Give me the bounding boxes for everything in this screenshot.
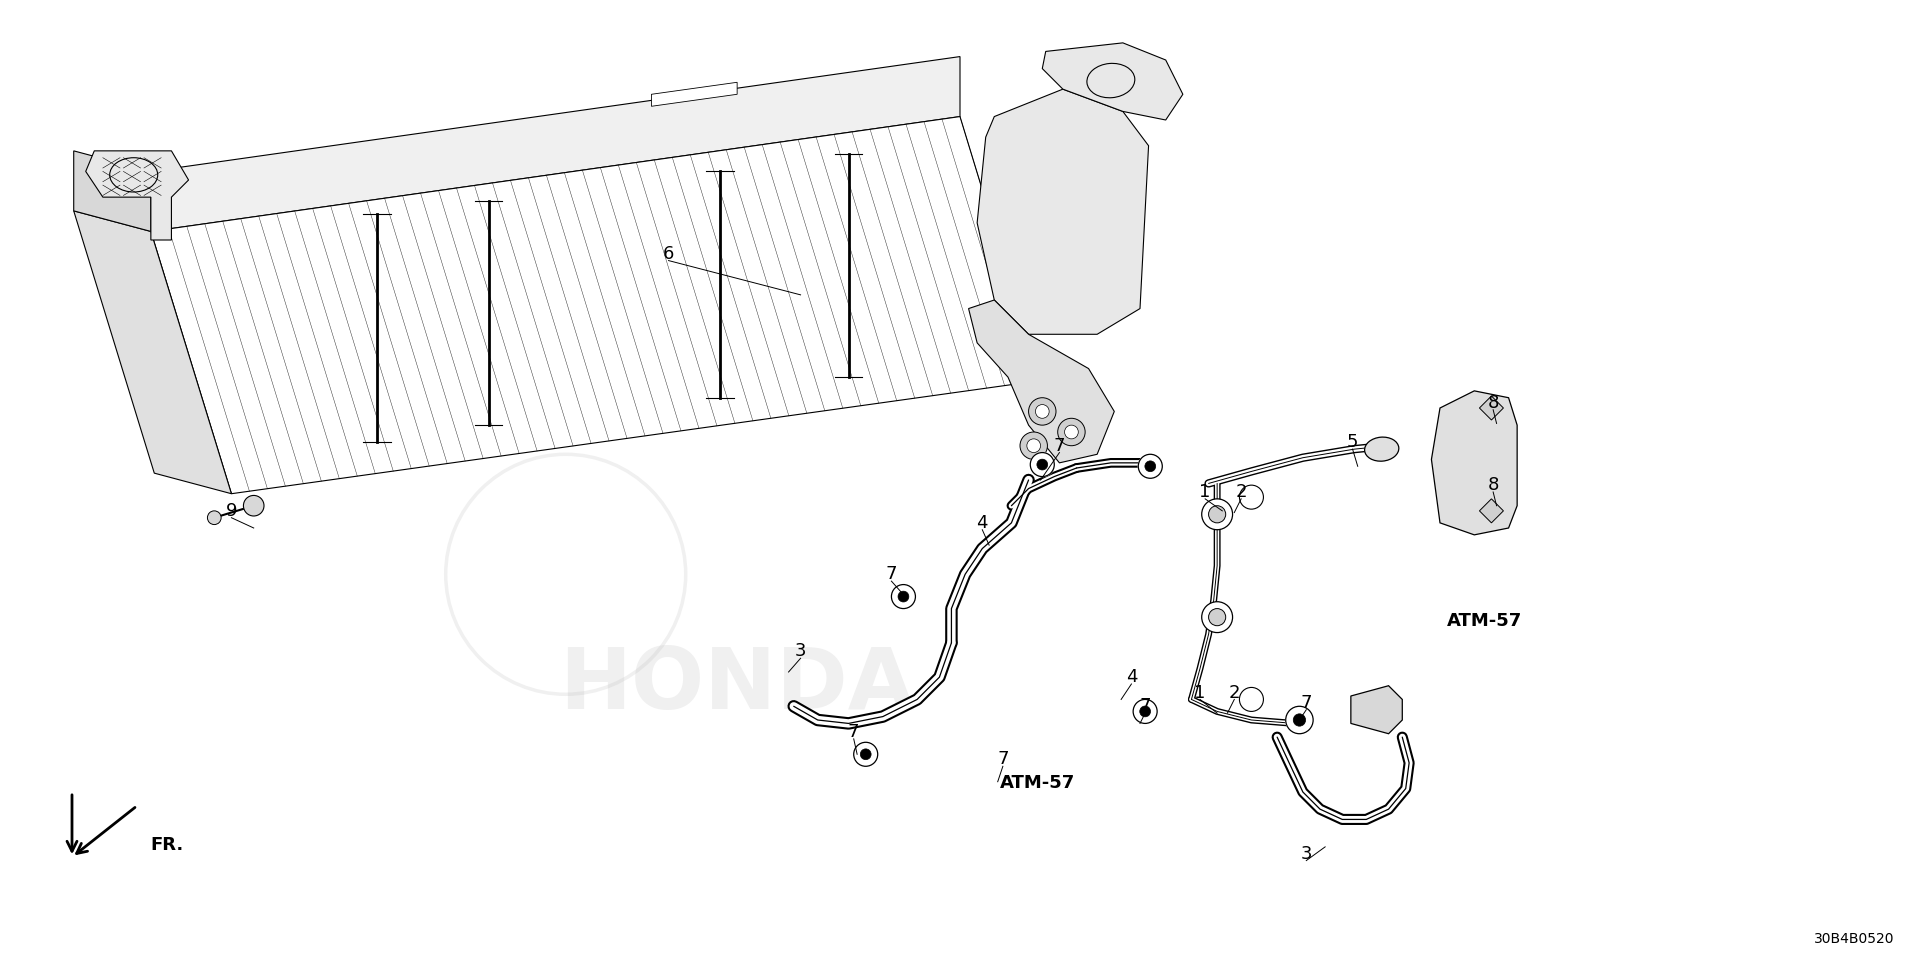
Polygon shape — [73, 151, 152, 231]
Text: 7: 7 — [849, 723, 860, 741]
Polygon shape — [73, 211, 232, 493]
Polygon shape — [1352, 685, 1402, 733]
Circle shape — [1058, 419, 1085, 445]
Circle shape — [860, 749, 872, 759]
Text: ATM-57: ATM-57 — [1448, 612, 1523, 630]
Text: 1: 1 — [1194, 684, 1206, 702]
Text: 8: 8 — [1488, 476, 1500, 494]
Text: 9: 9 — [227, 502, 238, 520]
Circle shape — [1286, 707, 1313, 733]
Circle shape — [207, 511, 221, 524]
Text: 7: 7 — [1054, 437, 1066, 455]
Text: 7: 7 — [1300, 694, 1311, 712]
Circle shape — [1240, 485, 1263, 509]
Circle shape — [1037, 459, 1048, 470]
Circle shape — [1140, 706, 1150, 717]
Text: 3: 3 — [1300, 845, 1311, 863]
Ellipse shape — [1365, 437, 1400, 461]
Text: 6: 6 — [662, 245, 674, 263]
Circle shape — [854, 742, 877, 766]
Text: 7: 7 — [885, 565, 897, 584]
Text: 7: 7 — [996, 751, 1008, 768]
Text: 30B4B0520: 30B4B0520 — [1814, 932, 1895, 947]
Circle shape — [1035, 404, 1048, 419]
Circle shape — [1208, 506, 1225, 523]
Circle shape — [1029, 397, 1056, 425]
Circle shape — [244, 495, 265, 516]
Circle shape — [1139, 454, 1162, 478]
Text: 3: 3 — [795, 642, 806, 660]
Circle shape — [1208, 609, 1225, 626]
Text: 4: 4 — [1125, 668, 1137, 686]
Polygon shape — [977, 89, 1148, 334]
Circle shape — [1031, 452, 1054, 476]
Polygon shape — [1432, 391, 1517, 535]
Text: 1: 1 — [1200, 483, 1212, 501]
Polygon shape — [968, 300, 1114, 463]
Circle shape — [1202, 602, 1233, 633]
Text: 5: 5 — [1346, 433, 1357, 451]
Text: FR.: FR. — [152, 836, 184, 854]
Text: 2: 2 — [1235, 483, 1246, 501]
Circle shape — [1020, 432, 1048, 460]
Polygon shape — [1480, 396, 1503, 420]
Circle shape — [1144, 461, 1156, 471]
Text: ATM-57: ATM-57 — [1000, 775, 1075, 792]
Circle shape — [1027, 439, 1041, 452]
Circle shape — [891, 585, 916, 609]
Circle shape — [1240, 687, 1263, 711]
Text: 2: 2 — [1229, 684, 1240, 702]
Text: 8: 8 — [1488, 394, 1500, 412]
Circle shape — [1294, 714, 1306, 726]
Circle shape — [899, 591, 908, 602]
Circle shape — [1202, 499, 1233, 530]
Text: 4: 4 — [977, 514, 989, 532]
Polygon shape — [152, 116, 1041, 493]
Polygon shape — [86, 151, 188, 240]
Polygon shape — [1043, 43, 1183, 120]
Circle shape — [1064, 425, 1079, 439]
Text: HONDA: HONDA — [559, 644, 914, 728]
Circle shape — [1133, 700, 1158, 724]
Polygon shape — [1480, 499, 1503, 523]
Text: 7: 7 — [1139, 697, 1150, 715]
Polygon shape — [651, 83, 737, 107]
Polygon shape — [152, 57, 960, 231]
